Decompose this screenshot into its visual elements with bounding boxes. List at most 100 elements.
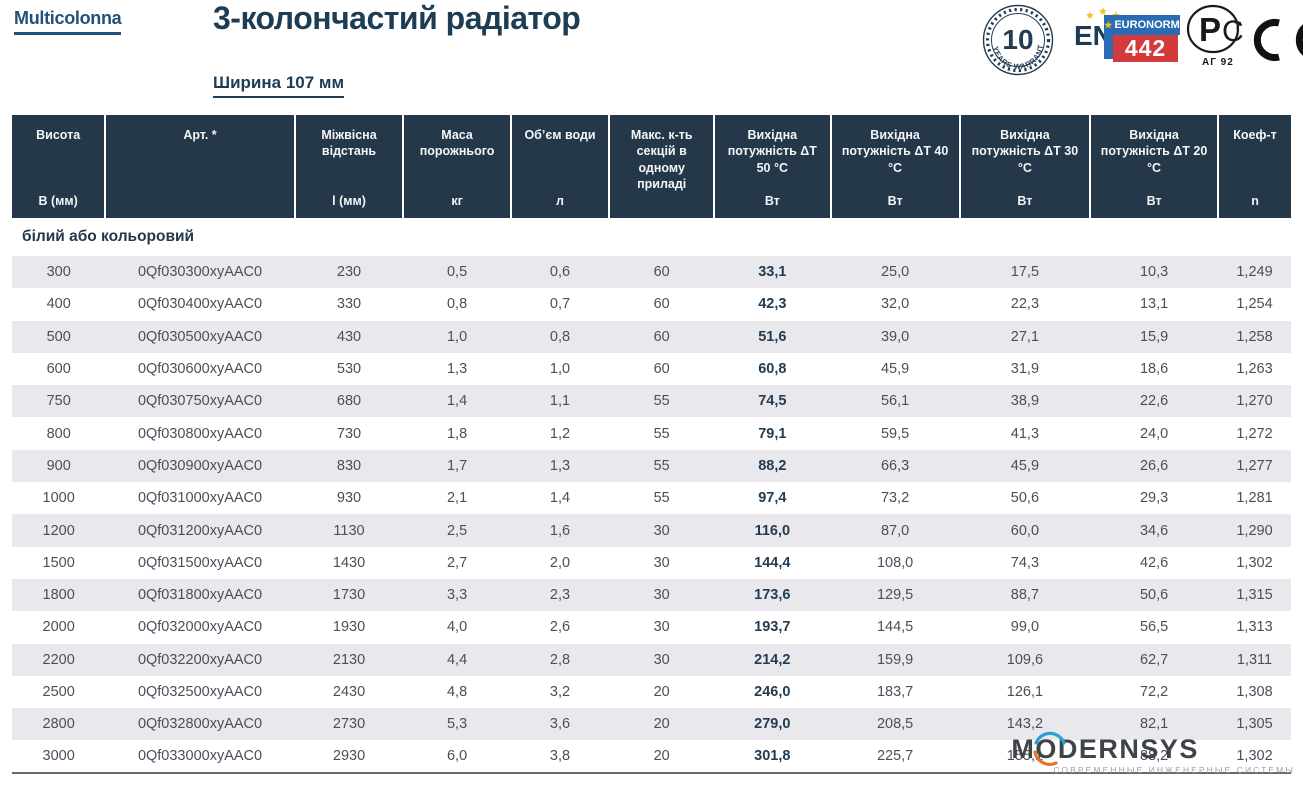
column-label: Вихідна потужність ΔT 30 °C — [971, 128, 1079, 175]
cell: 2000 — [42, 619, 75, 636]
cell: 126,1 — [1006, 684, 1044, 700]
cell: 1,3 — [446, 361, 468, 378]
cell: 60,0 — [1010, 522, 1040, 539]
cell: 79,1 — [758, 425, 787, 442]
column-unit: кг — [451, 194, 463, 208]
table-row: 1800 0Qf031800xyAAC0 1730 3,3 2,3 30 173,6 129,… — [12, 578, 1291, 612]
cell: 29,3 — [1139, 490, 1169, 507]
pct-code: АГ 92 — [1202, 57, 1234, 68]
cell: 400 — [46, 296, 71, 313]
cell: 108,0 — [876, 554, 914, 571]
cell: 82,1 — [1139, 716, 1169, 733]
cell: 1,302 — [1236, 748, 1273, 765]
column-unit: Вт — [764, 194, 780, 208]
cell: 144,5 — [876, 619, 914, 636]
euro-star-icon: ★ — [1104, 19, 1113, 30]
table-body: 300 0Qf030300xyAAC0 230 0,5 0,6 60 33,1 25,0 17,… — [12, 256, 1291, 773]
cell: 930 — [336, 490, 362, 507]
column-label: Висота — [36, 128, 81, 142]
pct-p-letter: Р — [1199, 11, 1221, 48]
cell: 87,0 — [880, 522, 910, 539]
cell: 0Qf030750xyAAC0 — [137, 393, 263, 410]
cell: 2,3 — [549, 587, 571, 604]
cell: 750 — [46, 393, 71, 410]
cell: 3,2 — [549, 684, 571, 700]
column-label: Об’єм води — [524, 128, 596, 142]
column-header: Маса порожнього кг — [403, 115, 512, 218]
cell: 183,7 — [876, 684, 914, 700]
cell: 1,1 — [549, 393, 571, 410]
column-unit: Вт — [1017, 194, 1033, 208]
cell: 42,3 — [758, 296, 787, 313]
cell: 0,8 — [549, 328, 571, 345]
cell: 62,7 — [1139, 651, 1169, 668]
cell: 0Qf030400xyAAC0 — [137, 296, 263, 313]
cell: 1130 — [333, 522, 365, 539]
cell: 143,2 — [1006, 716, 1044, 733]
cell: 300 — [46, 264, 71, 281]
cell: 246,0 — [754, 684, 791, 700]
cell: 1000 — [42, 490, 75, 507]
table-row: 1000 0Qf031000xyAAC0 930 2,1 1,4 55 97,4 73,2 50… — [12, 482, 1291, 515]
page-subtitle: Ширина 107 мм — [213, 73, 345, 98]
cell: 144,4 — [754, 554, 791, 571]
cell: 33,1 — [758, 264, 787, 281]
cell: 159,9 — [876, 651, 914, 668]
cell: 30 — [653, 587, 670, 604]
cell: 17,5 — [1010, 264, 1040, 281]
cell: 1,0 — [549, 361, 571, 378]
cell: 0Qf030800xyAAC0 — [137, 425, 263, 442]
cell: 88,7 — [1010, 587, 1040, 604]
cell: 22,3 — [1010, 296, 1040, 313]
cell: 73,2 — [880, 490, 910, 507]
cell: 2,1 — [446, 490, 468, 507]
cell: 1,281 — [1236, 490, 1273, 507]
table-row: 1500 0Qf031500xyAAC0 1430 2,7 2,0 30 144,4 108,… — [12, 546, 1291, 579]
cell: 99,0 — [1010, 619, 1040, 636]
en442-badge: ★ ★ ★ EN ★ EURONORM 442 — [1072, 6, 1182, 64]
cell: 330 — [336, 296, 362, 313]
table-row: 1200 0Qf031200xyAAC0 1130 2,5 1,6 30 116,0 87,0… — [12, 514, 1291, 547]
spec-table: Висота В (мм) Арт. * Міжвісна відстань l (мм… — [12, 115, 1291, 774]
cell: 3,8 — [549, 748, 571, 765]
cell: 530 — [336, 361, 362, 378]
table-row: 2800 0Qf032800xyAAC0 2730 5,3 3,6 20 279,0 208,… — [12, 708, 1291, 741]
cell: 230 — [336, 264, 362, 281]
cell: 30 — [653, 619, 670, 636]
cell: 60 — [653, 264, 670, 281]
cell: 27,1 — [1010, 328, 1040, 345]
cell: 30 — [653, 522, 670, 539]
cell: 0,8 — [446, 296, 468, 313]
cell: 45,9 — [1010, 457, 1040, 474]
cell: 1430 — [332, 554, 366, 571]
cell: 1,258 — [1236, 328, 1273, 345]
cell: 214,2 — [754, 651, 791, 668]
cell: 10,3 — [1139, 264, 1169, 281]
cell: 51,6 — [758, 328, 787, 345]
cell: 4,0 — [446, 619, 468, 636]
cell: 88,2 — [758, 457, 787, 474]
euronorm-box: ★ EURONORM — [1104, 15, 1180, 35]
cell: 2730 — [332, 716, 366, 733]
cell: 600 — [46, 361, 71, 378]
column-label: Макс. к-ть секцій в одному приладі — [630, 128, 693, 191]
column-label: Коеф-т — [1233, 128, 1277, 142]
column-unit: л — [556, 194, 564, 208]
cell: 1,0 — [446, 328, 468, 345]
euronorm-label: EURONORM — [1114, 19, 1180, 31]
cell: 60,8 — [758, 361, 787, 378]
cell: 34,6 — [1139, 522, 1169, 539]
cell: 1,315 — [1236, 587, 1273, 604]
cell: 1,3 — [549, 457, 571, 474]
cell: 50,6 — [1139, 587, 1169, 604]
cell: 279,0 — [754, 716, 791, 733]
cell: 1200 — [42, 522, 75, 539]
table-row: 2200 0Qf032200xyAAC0 2130 4,4 2,8 30 214,2 159,… — [12, 643, 1291, 676]
cell: 2,5 — [446, 522, 468, 539]
column-header: Об’єм води л — [510, 115, 611, 218]
page-title: 3-колончастий радіатор — [213, 0, 581, 36]
table-row: 3000 0Qf033000xyAAC0 2930 6,0 3,8 20 301,8 225,… — [12, 740, 1291, 773]
cell: 56,5 — [1139, 619, 1169, 636]
cell: 173,6 — [754, 587, 791, 604]
table-row: 800 0Qf030800xyAAC0 730 1,8 1,2 55 79,1 59,5 41,… — [12, 417, 1291, 450]
